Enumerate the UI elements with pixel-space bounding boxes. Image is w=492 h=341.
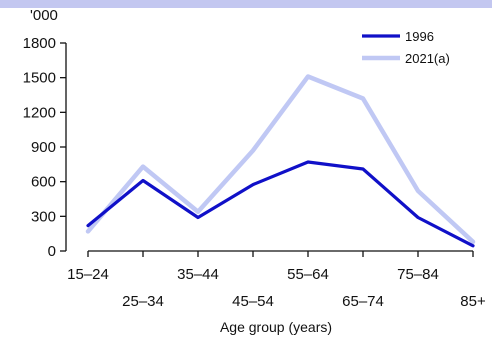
x-tick-label: 75–84 xyxy=(397,266,439,283)
top-banner-strip xyxy=(0,0,492,8)
y-tick-label: 600 xyxy=(31,174,56,191)
x-tick-label: 85+ xyxy=(460,293,486,310)
y-tick-label: 1800 xyxy=(23,35,56,52)
x-tick-label: 45–54 xyxy=(232,293,274,310)
x-tick-label: 35–44 xyxy=(177,266,219,283)
legend-label: 1996 xyxy=(405,29,434,44)
series-line-1996 xyxy=(86,160,475,248)
y-unit-label: '000 xyxy=(30,7,58,24)
y-tick-label: 1500 xyxy=(23,70,56,87)
y-tick-label: 0 xyxy=(48,243,56,260)
series-lines xyxy=(85,74,476,248)
x-tick-label: 65–74 xyxy=(342,293,384,310)
y-tick-label: 1200 xyxy=(23,104,56,121)
x-axis-title: Age group (years) xyxy=(220,319,332,335)
chart-root: '000 0 300 600 900 1200 1500 1800 15–24 25–34 35… xyxy=(23,7,486,335)
series-line-2021a xyxy=(85,74,476,245)
x-tick-label: 25–34 xyxy=(122,293,164,310)
y-tick-label: 300 xyxy=(31,208,56,225)
legend-label: 2021(a) xyxy=(405,51,450,66)
y-ticks: 0 300 600 900 1200 1500 1800 xyxy=(23,35,66,260)
x-tick-label: 15–24 xyxy=(67,266,109,283)
y-tick-label: 900 xyxy=(31,139,56,156)
x-ticks: 15–24 25–34 35–44 45–54 55–64 65–74 75–84 85+ xyxy=(67,251,486,310)
legend: 1996 2021(a) xyxy=(362,29,450,66)
x-tick-label: 55–64 xyxy=(287,266,329,283)
